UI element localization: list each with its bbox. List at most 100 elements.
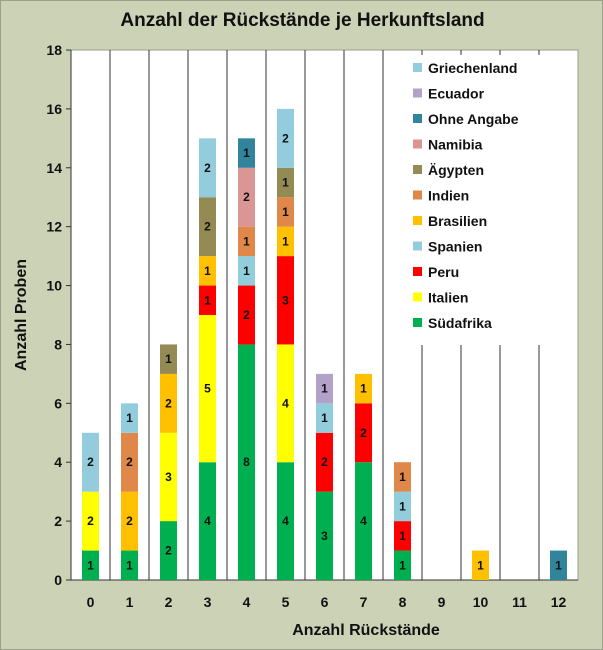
segment-value-label: 5 (204, 382, 211, 396)
bar-segment (316, 373, 333, 404)
bar-segment (316, 432, 333, 492)
legend-label: Griechenland (428, 60, 517, 76)
x-tick-label: 4 (243, 594, 251, 610)
segment-value-label: 4 (204, 514, 211, 528)
segment-value-label: 1 (126, 411, 133, 425)
x-axis-ticks: 0 1 2 3 4 5 6 7 8 9 10 11 12 (87, 594, 567, 610)
y-tick-label: 0 (54, 572, 62, 588)
segment-value-label: 2 (243, 190, 250, 204)
segment-value-label: 1 (321, 411, 328, 425)
bar-segment (238, 167, 255, 227)
x-tick-label: 9 (438, 594, 446, 610)
bar-segment (199, 315, 216, 463)
legend-label: Indien (428, 188, 469, 204)
segment-value-label: 2 (165, 396, 172, 410)
bar-segment (82, 432, 99, 492)
segment-value-label: 1 (555, 558, 562, 572)
bar-segment (238, 256, 255, 286)
legend-label: Ecuador (428, 86, 485, 102)
bar-segment (277, 167, 294, 198)
segment-value-label: 4 (360, 514, 367, 528)
y-tick-label: 10 (46, 278, 62, 294)
bar-segment (160, 521, 177, 580)
bar-segment (394, 521, 411, 551)
bar-segment (199, 197, 216, 257)
bar-segment (160, 373, 177, 433)
bar-segment (82, 491, 99, 551)
legend-swatch (413, 88, 422, 98)
segment-value-label: 2 (87, 455, 94, 469)
y-axis-ticks: 0 2 4 6 8 10 12 14 16 18 (46, 42, 71, 588)
legend-label: Spanien (428, 239, 482, 255)
legend-label: Ohne Angabe (428, 111, 519, 127)
segment-value-label: 1 (126, 558, 133, 572)
bar-segment (277, 462, 294, 580)
bar-segment (355, 373, 372, 404)
segment-value-label: 2 (204, 161, 211, 175)
segment-labels: 1 1 2 4 8 4 3 4 1 2 3 5 4 1 2 3 2 2 1 1 1 1 2 2 1 1 1 1 2 1 1 1 1 2 1 2 1 1 1 2… (87, 131, 562, 572)
legend-swatch (413, 139, 422, 149)
bar-segment (199, 462, 216, 580)
legend-label: Peru (428, 264, 459, 280)
segment-value-label: 3 (282, 293, 289, 307)
legend-box (402, 55, 570, 345)
segment-value-label: 1 (87, 558, 94, 572)
bar-segment (238, 138, 255, 168)
bar-segment (199, 256, 216, 286)
legend-label: Brasilien (428, 213, 487, 229)
y-tick-label: 4 (54, 454, 62, 470)
bars (82, 108, 567, 580)
segment-value-label: 1 (165, 352, 172, 366)
segment-value-label: 8 (243, 455, 250, 469)
segment-value-label: 2 (204, 220, 211, 234)
chart-title: Anzahl der Rückstände je Herkunftsland (120, 10, 485, 31)
segment-value-label: 3 (165, 470, 172, 484)
segment-value-label: 1 (243, 234, 250, 248)
legend-label: Italien (428, 290, 468, 306)
bar-segment (355, 403, 372, 463)
y-tick-label: 16 (46, 101, 62, 117)
segment-value-label: 1 (282, 176, 289, 190)
segment-value-label: 4 (282, 396, 289, 410)
bar-segment (238, 285, 255, 345)
segment-value-label: 1 (204, 264, 211, 278)
bar-segment (472, 550, 489, 580)
bar-segment (238, 226, 255, 257)
legend-swatch (413, 216, 422, 225)
x-tick-label: 0 (87, 594, 95, 610)
bar-segment (316, 403, 333, 433)
y-tick-label: 14 (46, 160, 62, 176)
x-tick-label: 1 (126, 594, 134, 610)
bar-segment (160, 344, 177, 374)
segment-value-label: 2 (243, 308, 250, 322)
segment-value-label: 2 (321, 455, 328, 469)
bar-segment (121, 403, 138, 433)
segment-value-label: 2 (126, 514, 133, 528)
legend: Griechenland Ecuador Ohne Angabe Namibia Ägy… (413, 60, 519, 331)
x-axis-title: Anzahl Rückstände (292, 622, 440, 639)
segment-value-label: 1 (204, 293, 211, 307)
y-tick-label: 18 (46, 42, 62, 58)
legend-label: Südafrika (428, 315, 492, 331)
bar-segment (355, 462, 372, 580)
y-tick-label: 12 (46, 219, 62, 235)
legend-swatch (413, 190, 422, 200)
segment-value-label: 1 (243, 146, 250, 160)
y-axis-title: Anzahl Proben (13, 259, 30, 371)
segment-value-label: 1 (399, 529, 406, 543)
segment-value-label: 1 (321, 382, 328, 396)
x-tick-label: 8 (399, 594, 407, 610)
bar-segment (277, 108, 294, 168)
bar-segment (316, 491, 333, 580)
x-tick-label: 5 (282, 594, 290, 610)
bar-segment (277, 256, 294, 345)
segment-value-label: 1 (477, 558, 484, 572)
legend-label: Namibia (428, 137, 483, 153)
bar-segment (550, 550, 567, 580)
bar-segment (121, 550, 138, 580)
segment-value-label: 2 (282, 131, 289, 145)
x-tick-label: 6 (321, 594, 329, 610)
bar-segment (199, 138, 216, 198)
segment-value-label: 2 (126, 455, 133, 469)
legend-swatch (413, 292, 422, 302)
